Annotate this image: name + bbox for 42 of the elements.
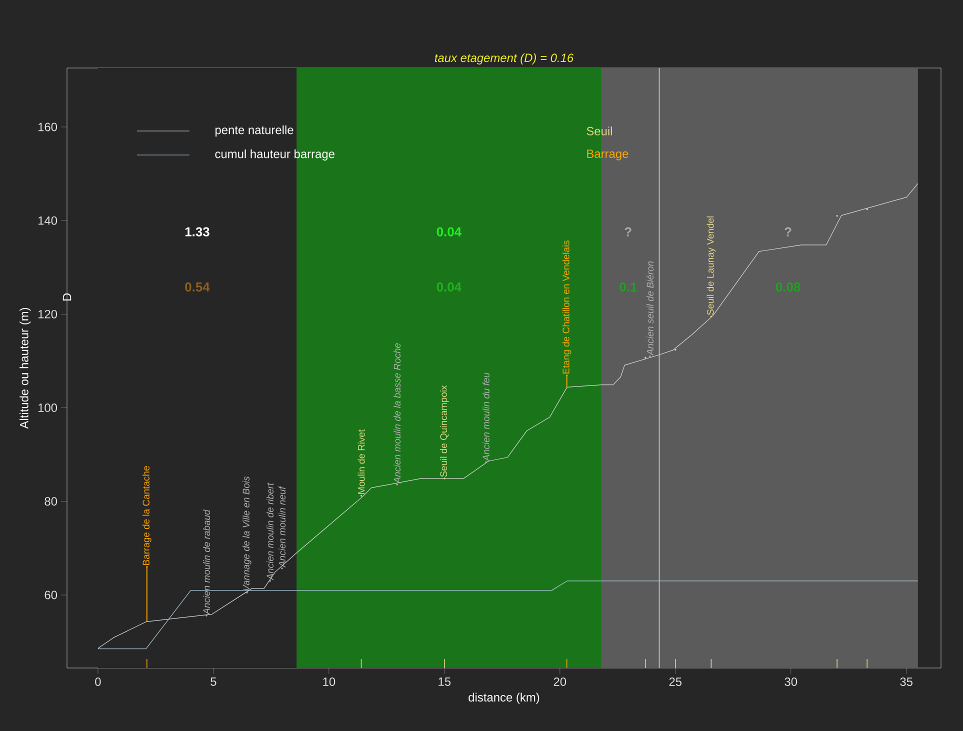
x-tick-label: 15 [438,678,451,686]
x-tick-label: 25 [669,678,682,686]
x-tick-label: 35 [900,678,913,686]
data-label: Ancien moulin du feu [482,372,490,462]
data-label: Ancien moulin de ribert [266,482,274,580]
y-tick-label: 60 [44,590,58,600]
y-axis-title: Altitude ou hauteur (m) [20,308,31,429]
data-label: Barrage de la Cantache [142,466,152,565]
annotation: 0.08 [776,282,800,292]
data-label: Moulin de Rivet [358,429,365,494]
annotation: 0.04 [436,227,462,236]
legend-label: cumul hauteur barrage [215,149,334,161]
chart-title: taux etagement (D) = 0.16 [434,53,574,64]
annotation: 1.33 [185,227,210,236]
data-label: Ancien moulin de la basse Roche [394,343,401,484]
x-tick-label: 10 [323,678,336,686]
y-tick-label: 80 [44,497,58,506]
annotation: ? [624,227,632,236]
data-label: Ancien moulin neuf [278,486,286,568]
data-label: Seuil de Quincampoix [440,385,449,477]
y-tick-label: 140 [38,216,58,225]
data-label: Seuil de Launay Vendel [706,216,716,315]
annotation: 0.1 [620,282,637,292]
annotation: 0.04 [436,282,462,292]
annotation: 0.54 [185,282,210,292]
x-tick-label: 5 [210,678,216,686]
text: Barrage [587,150,628,160]
y-tick-label: 100 [38,404,58,412]
y-tick-label: 120 [38,310,58,318]
annotation: ? [784,227,792,236]
x-tick-label: 0 [95,678,101,686]
x-tick-label: 20 [554,678,566,686]
data-label: Ancien seuil de Biéron [646,261,654,356]
text: Seuil [586,126,612,136]
x-axis-title: distance (km) [468,692,540,704]
y-tick-label: 160 [38,122,58,132]
data-label: Vannage de la Ville en Bois [242,476,252,591]
data-label: Ancien moulin de rabaud [203,509,210,615]
x-tick-label: 30 [784,678,798,686]
data-label: Etang de Chatillon en Vendelais [562,240,572,374]
legend-label: pente naturelle [215,125,294,137]
annotation: D [62,293,72,300]
